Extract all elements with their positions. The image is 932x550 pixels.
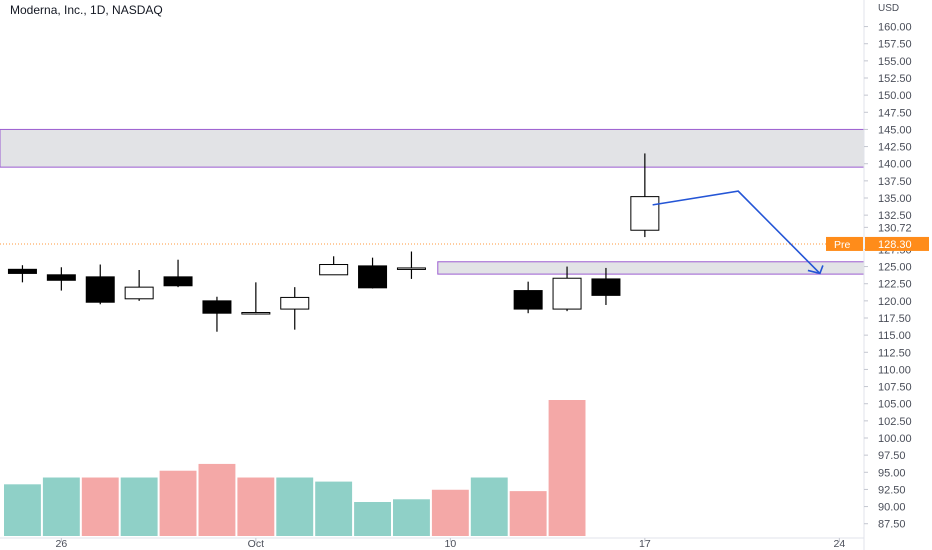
pre-market-price-label: 128.30 bbox=[878, 239, 912, 251]
volume-bar bbox=[393, 499, 430, 536]
candle-body bbox=[241, 312, 271, 315]
volume-bar bbox=[315, 481, 353, 536]
candle bbox=[124, 270, 154, 301]
volume-bar bbox=[159, 470, 197, 536]
price-tick-label: 112.50 bbox=[878, 347, 911, 359]
price-tick-label: 97.50 bbox=[878, 450, 906, 462]
price-tick-label: 130.72 bbox=[878, 222, 912, 234]
price-tick-label: 115.00 bbox=[878, 330, 911, 342]
chart-title: Moderna, Inc., 1D, NASDAQ bbox=[10, 3, 163, 17]
price-tick-label: 107.50 bbox=[878, 382, 912, 394]
candle-body bbox=[396, 267, 426, 270]
price-tick-label: 125.00 bbox=[878, 262, 912, 274]
candle-body bbox=[280, 296, 310, 310]
volume-bar bbox=[237, 477, 275, 536]
projection-arrow bbox=[652, 190, 821, 274]
candle bbox=[46, 267, 76, 291]
candle bbox=[513, 281, 543, 314]
candle bbox=[552, 266, 582, 312]
volume-layer bbox=[4, 400, 586, 536]
time-tick-label: 17 bbox=[639, 538, 651, 550]
candle-body bbox=[163, 276, 193, 287]
price-tick-label: 142.50 bbox=[878, 142, 912, 154]
candle-body bbox=[124, 286, 154, 300]
price-tick-label: 122.50 bbox=[878, 279, 912, 291]
price-tick-label: 120.00 bbox=[878, 296, 912, 308]
candle-body bbox=[552, 277, 582, 310]
candle-body bbox=[46, 274, 76, 281]
price-tick-label: 100.00 bbox=[878, 433, 912, 445]
candle bbox=[163, 259, 193, 288]
price-tick-label: 140.00 bbox=[878, 159, 912, 171]
candle-body bbox=[513, 290, 543, 310]
candle bbox=[241, 282, 271, 315]
time-tick-label: 26 bbox=[56, 538, 68, 550]
drawings-layer bbox=[652, 190, 824, 275]
volume-bar bbox=[548, 400, 586, 536]
candle bbox=[358, 257, 388, 289]
price-tick-label: 105.00 bbox=[878, 399, 912, 411]
candle-body bbox=[591, 278, 621, 296]
volume-bar bbox=[42, 477, 80, 536]
candle-body bbox=[630, 196, 660, 231]
price-tick-label: 95.00 bbox=[878, 467, 906, 479]
volume-bar bbox=[470, 477, 508, 536]
candle-body bbox=[85, 276, 115, 303]
volume-bar bbox=[276, 477, 314, 536]
pre-market-price-badge bbox=[865, 236, 929, 251]
price-tick-label: 92.50 bbox=[878, 484, 906, 496]
candle-body bbox=[319, 264, 349, 276]
price-tick-label: 137.50 bbox=[878, 176, 912, 188]
arrow-head bbox=[807, 265, 824, 275]
pre-market-badge bbox=[826, 236, 863, 251]
price-tick-label: 87.50 bbox=[878, 519, 906, 531]
price-tick-label: 150.00 bbox=[878, 90, 912, 102]
volume-bar bbox=[354, 502, 391, 536]
price-tick-label: 110.00 bbox=[878, 364, 911, 376]
candle bbox=[85, 264, 115, 305]
pre-market-label: Pre bbox=[834, 239, 851, 251]
time-tick-label: 10 bbox=[445, 538, 457, 550]
candle bbox=[630, 153, 660, 238]
candle bbox=[7, 265, 37, 283]
volume-bar bbox=[4, 484, 41, 536]
candle bbox=[202, 296, 232, 332]
candle bbox=[396, 251, 426, 279]
price-tick-label: 102.50 bbox=[878, 416, 912, 428]
support-zone bbox=[437, 261, 865, 275]
price-tick-label: 157.50 bbox=[878, 39, 912, 51]
candle-body bbox=[358, 265, 388, 289]
candle-body bbox=[202, 300, 232, 314]
volume-bar bbox=[81, 477, 119, 536]
price-tick-label: 147.50 bbox=[878, 107, 912, 119]
price-tick-label: 160.00 bbox=[878, 22, 912, 34]
price-tick-label: 155.00 bbox=[878, 56, 912, 68]
candle-body bbox=[7, 268, 37, 274]
candle bbox=[319, 256, 349, 276]
time-tick-label: 24 bbox=[834, 538, 846, 550]
time-tick-label: Oct bbox=[248, 538, 264, 550]
price-tick-label: 145.00 bbox=[878, 124, 912, 136]
volume-bar bbox=[120, 477, 158, 536]
price-tick-label: 132.50 bbox=[878, 210, 912, 222]
candles-layer bbox=[7, 153, 660, 332]
candle bbox=[591, 267, 621, 305]
volume-bar bbox=[431, 489, 469, 536]
candle bbox=[280, 287, 310, 330]
price-tick-label: 152.50 bbox=[878, 73, 912, 85]
volume-bar bbox=[509, 491, 547, 536]
price-tick-label: 135.00 bbox=[878, 193, 912, 205]
volume-bar bbox=[198, 463, 236, 536]
resistance-zone bbox=[0, 128, 865, 168]
price-tick-label: 117.50 bbox=[878, 313, 911, 325]
price-tick-label: 90.00 bbox=[878, 502, 906, 514]
zones-layer bbox=[0, 128, 865, 275]
price-axis-currency: USD bbox=[878, 3, 899, 14]
